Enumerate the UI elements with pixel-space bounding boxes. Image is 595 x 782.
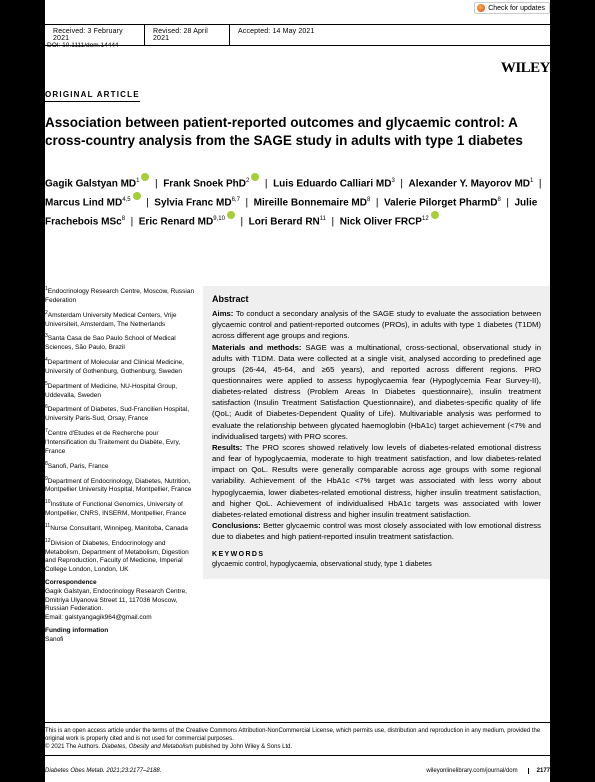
journal-citation: Diabetes Obes Metab. 2021;23:2177–2188.: [45, 768, 161, 774]
article-title: Association between patient-reported out…: [45, 114, 550, 150]
authors-list: Gagik Galstyan MD1 | Frank Snoek PhD2 | …: [45, 174, 550, 230]
page-footer: Diabetes Obes Metab. 2021;23:2177–2188. …: [45, 768, 550, 774]
abstract-results: Results: The PRO scores showed relativel…: [212, 442, 541, 520]
page-number: 2177: [528, 768, 550, 774]
revised-date: Revised: 28 April 2021: [145, 24, 230, 46]
check-updates-badge[interactable]: Check for updates: [474, 2, 550, 14]
badge-text: Check for updates: [488, 5, 545, 12]
journal-url[interactable]: wileyonlinelibrary.com/journal/dom: [426, 768, 517, 774]
crossmark-icon: [477, 4, 485, 12]
section-label: ORIGINAL ARTICLE: [45, 90, 140, 102]
abstract-aims: Aims: To conduct a secondary analysis of…: [212, 308, 541, 341]
license-footnote: This is an open access article under the…: [45, 722, 550, 756]
publisher-logo: WILEY: [501, 60, 550, 77]
keywords-heading: KEYWORDS: [212, 550, 541, 560]
abstract-conclusions: Conclusions: Better glycaemic control wa…: [212, 520, 541, 542]
page: Check for updates Received: 3 February 2…: [45, 0, 550, 782]
keywords: glycaemic control, hypoglycaemia, observ…: [212, 560, 541, 570]
doi: DOI: 10.1111/dom.14444: [45, 42, 119, 49]
abstract-box: Abstract Aims: To conduct a secondary an…: [203, 286, 550, 579]
abstract-methods: Materials and methods: SAGE was a multin…: [212, 342, 541, 442]
accepted-date: Accepted: 14 May 2021: [230, 24, 550, 46]
date-header: Received: 3 February 2021 Revised: 28 Ap…: [45, 24, 550, 46]
affiliations-column: 1Endocrinology Research Centre, Moscow, …: [45, 286, 195, 648]
abstract-heading: Abstract: [212, 293, 541, 306]
